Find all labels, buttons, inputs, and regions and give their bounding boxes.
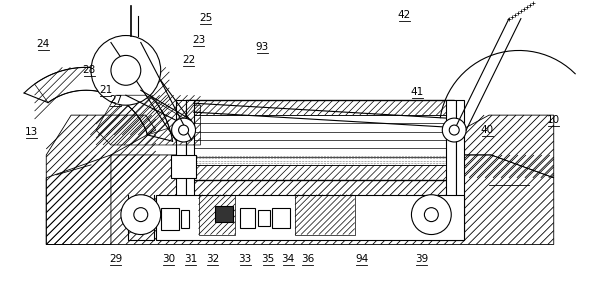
Bar [185, 100, 194, 239]
Bar [215, 206, 233, 222]
Text: 28: 28 [82, 65, 95, 75]
Text: 24: 24 [37, 39, 50, 49]
Text: 27: 27 [109, 95, 122, 105]
Circle shape [424, 208, 439, 222]
Bar [170, 155, 196, 178]
Text: 33: 33 [239, 254, 252, 265]
Circle shape [134, 208, 148, 222]
Text: 42: 42 [398, 10, 411, 20]
Text: 41: 41 [411, 87, 424, 97]
Text: 93: 93 [256, 43, 269, 52]
Text: 40: 40 [481, 125, 494, 135]
Text: 39: 39 [415, 254, 428, 265]
Text: 22: 22 [182, 55, 195, 65]
Circle shape [111, 56, 141, 85]
Circle shape [179, 125, 188, 135]
Bar [456, 100, 464, 239]
Text: 29: 29 [109, 254, 122, 265]
Bar [141, 210, 431, 220]
Text: 10: 10 [547, 115, 560, 125]
Circle shape [449, 125, 459, 135]
Bar [272, 208, 290, 228]
Bar [156, 195, 464, 239]
Text: 34: 34 [281, 254, 295, 265]
Circle shape [172, 118, 196, 142]
Text: 30: 30 [162, 254, 175, 265]
Circle shape [442, 118, 466, 142]
Bar [258, 210, 270, 226]
Text: 35: 35 [262, 254, 275, 265]
Bar [446, 100, 456, 239]
Text: 31: 31 [184, 254, 197, 265]
Circle shape [91, 36, 161, 105]
Text: 25: 25 [199, 13, 212, 23]
Bar [240, 208, 255, 228]
Bar [176, 100, 185, 239]
Bar [161, 208, 179, 230]
Circle shape [412, 195, 451, 235]
Text: 21: 21 [100, 85, 113, 95]
Text: 13: 13 [25, 127, 38, 137]
Text: 94: 94 [355, 254, 368, 265]
Text: 36: 36 [301, 254, 314, 265]
Text: 32: 32 [206, 254, 219, 265]
Bar [181, 210, 188, 228]
Text: 23: 23 [192, 36, 205, 45]
Bar [185, 100, 454, 180]
Circle shape [121, 195, 161, 235]
